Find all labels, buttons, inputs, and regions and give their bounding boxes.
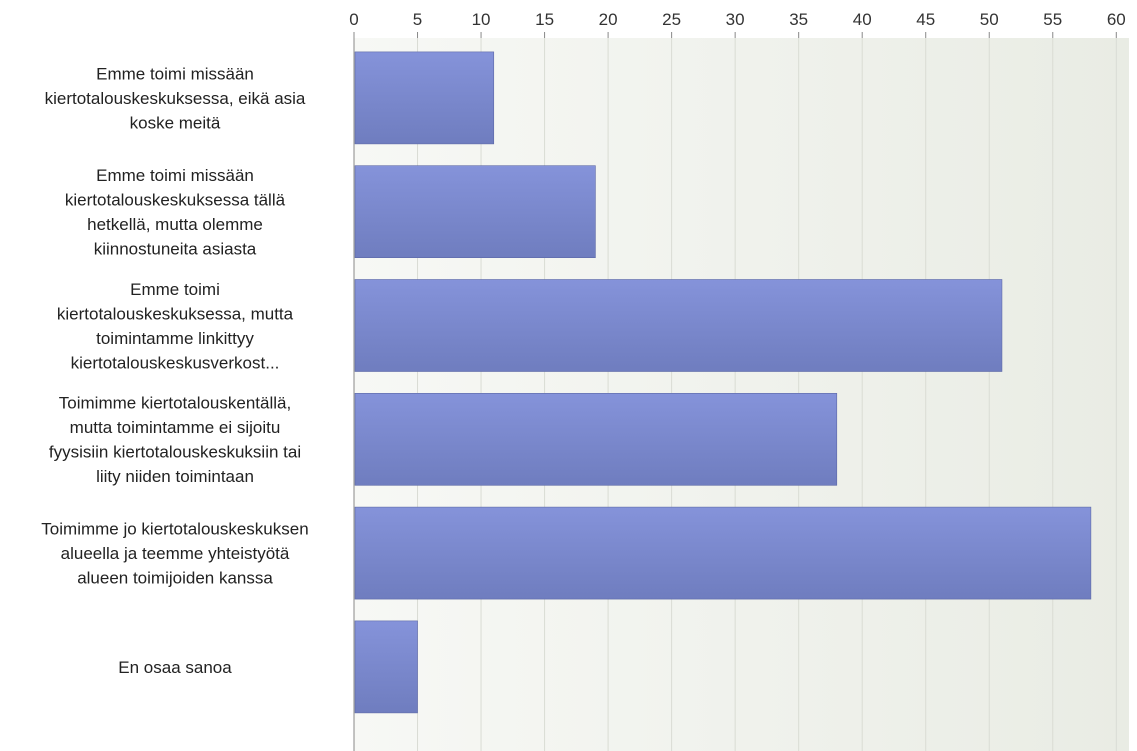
tick-label: 50 (980, 10, 999, 29)
category-label: Toimimme kiertotalouskentällä, mutta toim… (49, 394, 301, 487)
category-label-line: kiertotalouskeskuksessa tällä (65, 190, 286, 209)
category-label-line: hetkellä, mutta olemme (87, 215, 263, 234)
category-label-line: toimintamme linkittyy (96, 329, 254, 348)
tick-label: 25 (662, 10, 681, 29)
category-label: Emme toimi missään kiertotalouskeskuksess… (65, 166, 286, 259)
tick-label: 10 (472, 10, 491, 29)
bar (354, 279, 1003, 372)
category-label-line: Emme toimi missään (96, 64, 254, 83)
tick-label: 55 (1043, 10, 1062, 29)
category-label-line: mutta toimintamme ei sijoitu (70, 418, 281, 437)
tick-label: 40 (853, 10, 872, 29)
category-label-line: En osaa sanoa (118, 658, 232, 677)
tick-label: 60 (1107, 10, 1126, 29)
category-label-line: koske meitä (130, 113, 221, 132)
category-label-line: kiertotalouskeskuksessa, eikä asia (45, 89, 306, 108)
tick-label: 45 (916, 10, 935, 29)
bar (354, 392, 838, 486)
category-label-line: kiinnostuneita asiasta (94, 239, 257, 258)
category-label-line: Emme toimi (130, 280, 220, 299)
tick-label: 35 (789, 10, 808, 29)
tick-label: 15 (535, 10, 554, 29)
category-label-line: Emme toimi missään (96, 166, 254, 185)
tick-label: 5 (413, 10, 422, 29)
category-label: Emme toimi missään kiertotalouskeskuksess… (45, 64, 306, 132)
category-label-line: Toimimme kiertotalouskentällä, (59, 394, 291, 413)
bar (354, 165, 596, 258)
tick-label: 30 (726, 10, 745, 29)
category-labels: Emme toimi missään kiertotalouskeskuksess… (41, 64, 308, 677)
x-axis-ticks: 0 5 10 15 20 25 30 35 40 45 50 55 60 (349, 10, 1126, 38)
bar (354, 620, 418, 714)
category-label: Emme toimi kiertotalouskeskuksessa, mutta… (57, 280, 294, 373)
tick-label: 0 (349, 10, 358, 29)
category-label-line: kiertotalouskeskuksessa, mutta (57, 304, 294, 323)
category-label-line: fyysisiin kiertotalouskeskuksiin tai (49, 443, 301, 462)
bars (354, 51, 1092, 714)
category-label: Toimimme jo kiertotalouskeskuksen alueell… (41, 520, 308, 588)
category-label-line: Toimimme jo kiertotalouskeskuksen (41, 520, 308, 539)
category-label-line: alueella ja teemme yhteistyötä (61, 544, 290, 563)
category-label-line: kiertotalouskeskusverkost... (71, 353, 280, 372)
category-label-line: liity niiden toimintaan (96, 467, 254, 486)
tick-label: 20 (599, 10, 618, 29)
category-label-line: alueen toimijoiden kanssa (77, 569, 273, 588)
bar (354, 506, 1092, 600)
bar (354, 51, 495, 145)
category-label: En osaa sanoa (118, 658, 232, 677)
